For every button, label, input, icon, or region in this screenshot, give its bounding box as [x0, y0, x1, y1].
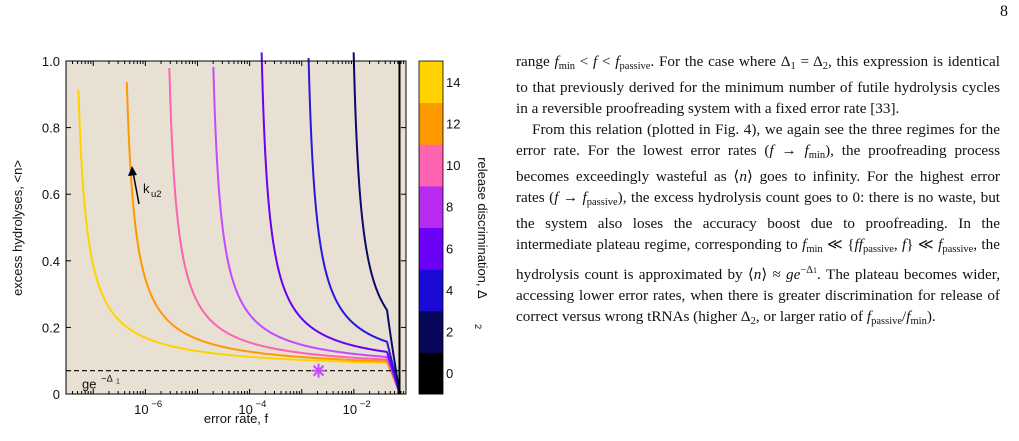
- page-number: 8: [1000, 3, 1008, 20]
- x-tick-exponent: −6: [151, 399, 162, 410]
- body-text: range fmin < f < fpassive. For the case …: [516, 51, 1000, 332]
- paragraph-1: range fmin < f < fpassive. For the case …: [516, 53, 1000, 117]
- x-axis-ticks: 10 −6 10 −4 10 −2: [65, 61, 407, 417]
- colorbar-tick-label: 0: [446, 366, 453, 381]
- x-axis-label: error rate, f: [204, 411, 269, 426]
- arrow-shaft: [132, 171, 140, 205]
- curve-delta2-12: [125, 82, 400, 391]
- colorbar-frame: [418, 60, 444, 395]
- paragraph-2: From this relation (plotted in Fig. 4), …: [516, 121, 1001, 327]
- plot-frame: [65, 60, 407, 395]
- colorbar: 0 2 4 6 8 10 12 14 release discrimination, Δ 2: [418, 60, 490, 395]
- asterisk-stroke: [312, 365, 325, 377]
- x-tick-label: 10: [343, 402, 357, 417]
- colorbar-tick-label: 4: [446, 283, 453, 298]
- y-tick-label: 0.6: [42, 187, 60, 202]
- curve-delta2-2: [352, 52, 401, 393]
- colorbar-tick-label: 10: [446, 158, 460, 173]
- plateau-label: ge −Δ 1: [82, 374, 120, 392]
- y-tick-label: 0: [53, 387, 60, 402]
- curve-delta2-8: [212, 66, 400, 392]
- y-tick-label: 0.4: [42, 254, 60, 269]
- colorbar-label-sub: 2: [472, 324, 483, 329]
- colorbar-segment: [419, 227, 443, 270]
- plot-background: [66, 61, 406, 394]
- y-tick-label: 0.2: [42, 320, 60, 335]
- colorbar-tick-label: 6: [446, 241, 453, 256]
- colorbar-tick-label: 2: [446, 325, 453, 340]
- colorbar-label: release discrimination, Δ: [475, 157, 490, 299]
- asterisk-marker: [311, 363, 326, 378]
- curve-delta2-4: [307, 57, 401, 393]
- colorbar-tick-label: 12: [446, 116, 460, 131]
- colorbar-segment: [419, 144, 443, 187]
- colorbar-segment: [419, 310, 443, 353]
- figure-4-chart: 00.20.40.60.81.0 10 −6 10 −4 10 −2 excess hyd…: [10, 52, 490, 426]
- y-axis-ticks: 0 0.2 0.4 0.6 0.8 1.0: [42, 54, 406, 402]
- curve-delta2-6: [260, 52, 400, 392]
- curve-delta2-14: [77, 89, 400, 391]
- colorbar-segment: [419, 102, 443, 145]
- x-tick-exponent: −4: [256, 399, 267, 410]
- plateau-label-exp: −Δ: [101, 374, 114, 385]
- colorbar-tick-label: 8: [446, 200, 453, 215]
- ku2-annotation: k u2: [128, 166, 162, 205]
- colorbar-segment: [419, 185, 443, 228]
- curves-group: [77, 52, 401, 394]
- plateau-label-exp-sub: 1: [116, 379, 120, 386]
- ku2-sub: u2: [151, 189, 162, 200]
- plateau-label-base: ge: [82, 377, 96, 392]
- curve-delta2-10: [168, 67, 400, 392]
- x-tick-label: 10: [134, 402, 148, 417]
- colorbar-segment: [419, 61, 443, 104]
- ku2-text: k: [143, 181, 150, 196]
- x-tick-label: 10: [238, 402, 252, 417]
- colorbar-tick-label: 14: [446, 75, 460, 90]
- arrow-head: [128, 166, 137, 176]
- y-axis-label: excess hydrolyses, <n>: [10, 160, 25, 296]
- colorbar-segment: [419, 269, 443, 312]
- y-tick-label: 0.8: [42, 121, 60, 136]
- x-tick-exponent: −2: [360, 399, 371, 410]
- y-tick-label: 1.0: [42, 54, 60, 69]
- colorbar-segment: [419, 352, 443, 395]
